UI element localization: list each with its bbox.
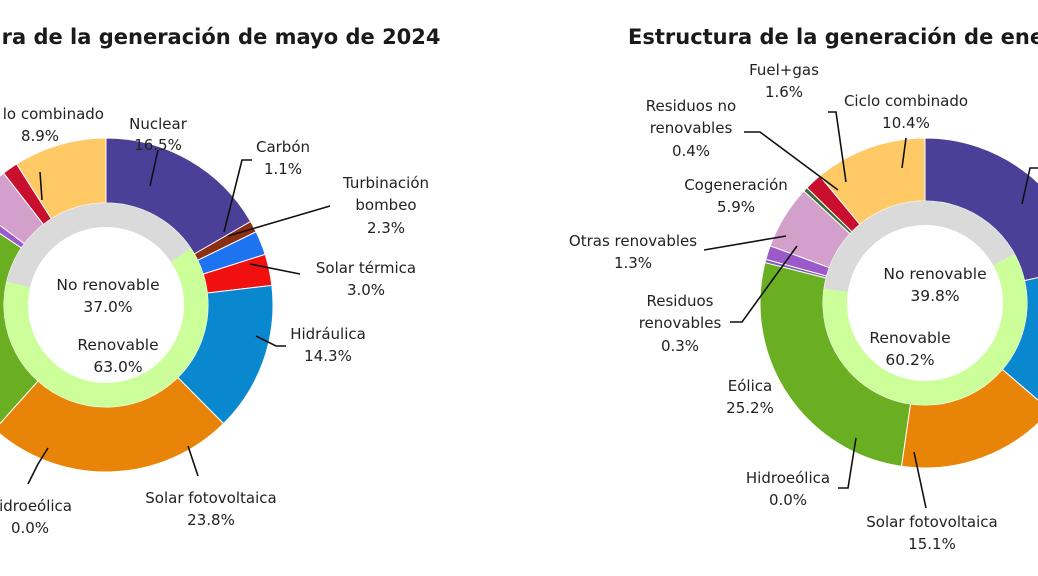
chart-1-inner-slice-no-renovable — [6, 203, 191, 288]
chart-2-leader-residuos-renovables — [730, 245, 798, 323]
chart-1-inner-value-no-renovable: 37.0% — [83, 298, 132, 316]
chart-2-label-hidroeolica: Hidroeólica — [746, 469, 830, 487]
chart-2-label-cogeneracion: Cogeneración — [684, 176, 788, 194]
chart-2-outer-ring — [759, 137, 1038, 469]
chart-1-leader-nuclear — [149, 149, 159, 187]
chart-1-value-hidraulica: 14.3% — [304, 347, 352, 365]
chart-2-inner-ring — [823, 200, 1027, 405]
chart-2-label-residuos-no-renovables-line2: renovables — [650, 119, 733, 137]
chart-2-inner-value-no-renovable: 39.8% — [910, 287, 959, 305]
chart-2-leader-hidroeolica — [838, 437, 857, 489]
chart-2-inner-label-no-renovable: No renovable — [883, 265, 986, 283]
chart-1-leader-ciclo-combinado — [39, 171, 43, 201]
chart-1-value-carbon: 1.1% — [264, 160, 302, 178]
chart-2-value-ciclo-combinado: 10.4% — [882, 114, 930, 132]
chart-2-leader-nuclear — [1021, 167, 1038, 205]
chart-1-value-solar-fotovoltaica: 23.8% — [187, 511, 235, 529]
chart-2-label-ciclo-combinado: Ciclo combinado — [844, 92, 968, 110]
chart-1-leader-turbinacion — [227, 205, 331, 237]
chart-1-value-hidroeolica: 0.0% — [11, 519, 49, 537]
chart-1-label-nuclear: Nuclear — [129, 115, 188, 133]
chart-1-value-ciclo-combinado: 8.9% — [21, 127, 59, 145]
chart-1-label-turbinacion-line2: bombeo — [355, 196, 416, 214]
chart-1-label-hidroeolica: idroeólica — [0, 497, 72, 515]
chart-2-label-residuos-no-renovables-line1: Residuos no — [646, 97, 736, 115]
chart-1-label-hidraulica: Hidráulica — [290, 325, 366, 343]
chart-2-value-solar-fotovoltaica: 15.1% — [908, 535, 956, 553]
chart-2-inner-label-renovable: Renovable — [869, 329, 950, 347]
chart-2-leader-ciclo-combinado — [901, 137, 907, 169]
chart-1-label-solar-termica: Solar térmica — [316, 259, 416, 277]
chart-1-leader-hidraulica — [255, 335, 286, 347]
chart-2-value-cogeneracion: 5.9% — [717, 198, 755, 216]
chart-1-label-ciclo-combinado: lo combinado — [3, 105, 104, 123]
chart-1-leader-solar-fotovoltaica — [187, 445, 199, 477]
chart-2-value-hidroeolica: 0.0% — [769, 491, 807, 509]
chart-1-inner-label-renovable: Renovable — [77, 336, 158, 354]
chart-2-inner-slice-no-renovable — [824, 200, 1015, 293]
chart-1-label-turbinacion-line1: Turbinación — [342, 174, 429, 192]
chart-1-inner-ring — [3, 203, 208, 407]
chart-2-label-residuos-renovables-line1: Residuos — [647, 292, 714, 310]
chart-2-value-otras-renovables: 1.3% — [614, 254, 652, 272]
chart-2-inner-value-renovable: 60.2% — [885, 351, 934, 369]
chart-2-label-otras-renovables: Otras renovables — [569, 232, 697, 250]
chart-2-leader-residuos-no-renovables — [744, 131, 839, 191]
chart-2-leader-fuel-gas — [828, 111, 847, 183]
chart-2-leader-solar-fotovoltaica — [913, 451, 927, 509]
chart-1-leader-carbon — [223, 159, 252, 233]
chart-2-inner-slice-renovable — [823, 254, 1027, 405]
chart-2-title: Estructura de la generación de enero a — [628, 25, 1038, 49]
chart-1-value-nuclear: 16.5% — [134, 136, 182, 154]
chart-2-value-residuos-renovables: 0.3% — [661, 337, 699, 355]
chart-1-inner-label-no-renovable: No renovable — [56, 276, 159, 294]
chart-2-leader-otras-renovables — [703, 235, 787, 251]
chart-1-leader-hidroeolica — [27, 447, 49, 485]
chart-1-inner-slice-renovable — [3, 248, 208, 407]
chart-1-leader-solar-termica — [249, 263, 301, 275]
chart-1-value-turbinacion: 2.3% — [367, 219, 405, 237]
chart-1-inner-value-renovable: 63.0% — [93, 358, 142, 376]
chart-2-value-eolica: 25.2% — [726, 399, 774, 417]
chart-2-label-eolica: Eólica — [728, 377, 772, 395]
chart-1-label-carbon: Carbón — [256, 138, 310, 156]
chart-2-label-residuos-renovables-line2: renovables — [639, 314, 722, 332]
chart-2-value-residuos-no-renovables: 0.4% — [672, 142, 710, 160]
chart-1-title: Estructura de la generación de mayo de 2… — [0, 25, 441, 49]
chart-2-label-solar-fotovoltaica: Solar fotovoltaica — [866, 513, 997, 531]
chart-1-label-solar-fotovoltaica: Solar fotovoltaica — [145, 489, 276, 507]
chart-2-label-fuel-gas: Fuel+gas — [749, 61, 819, 79]
chart-1-value-solar-termica: 3.0% — [347, 281, 385, 299]
chart-2-value-fuel-gas: 1.6% — [765, 83, 803, 101]
